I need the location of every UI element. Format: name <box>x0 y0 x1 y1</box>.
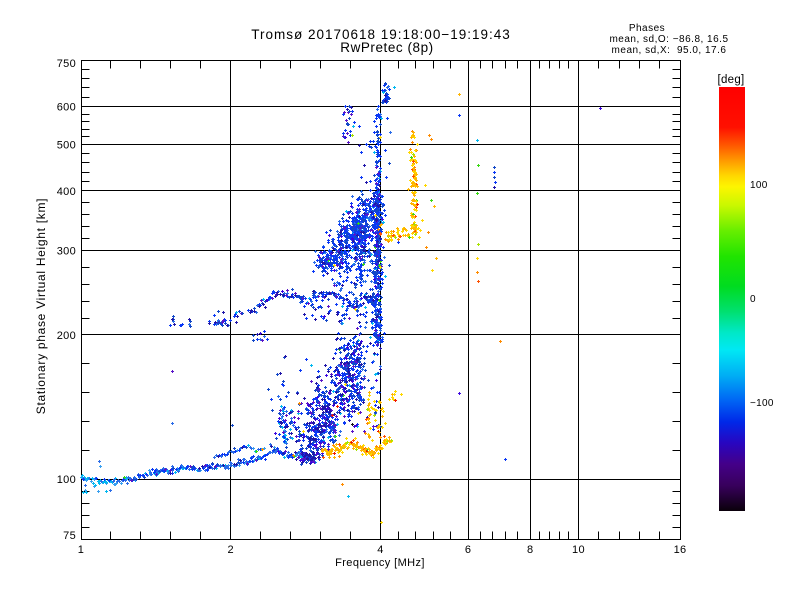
svg-text:100: 100 <box>57 474 76 486</box>
svg-text:RwPretec (8p): RwPretec (8p) <box>340 40 433 55</box>
svg-text:200: 200 <box>57 330 76 342</box>
svg-text:4: 4 <box>377 544 383 556</box>
svg-text:mean, sd,O: −86.8, 16.5: mean, sd,O: −86.8, 16.5 <box>609 34 728 45</box>
svg-text:1: 1 <box>78 544 84 556</box>
svg-text:500: 500 <box>57 139 76 151</box>
svg-text:300: 300 <box>57 246 76 258</box>
svg-text:−100: −100 <box>750 398 774 409</box>
svg-text:750: 750 <box>57 58 76 70</box>
svg-text:10: 10 <box>572 544 585 556</box>
svg-text:2: 2 <box>228 544 234 556</box>
svg-text:Frequency [MHz]: Frequency [MHz] <box>335 557 425 569</box>
svg-text:16: 16 <box>674 544 687 556</box>
svg-text:Phases: Phases <box>629 23 665 34</box>
svg-text:100: 100 <box>750 180 768 191</box>
svg-text:[deg]: [deg] <box>717 74 744 86</box>
svg-text:0: 0 <box>750 294 756 305</box>
svg-text:Tromsø 20170618 19:18:00−19:19: Tromsø 20170618 19:18:00−19:19:43 <box>251 27 511 42</box>
svg-text:6: 6 <box>465 544 471 556</box>
svg-text:600: 600 <box>57 101 76 113</box>
svg-text:75: 75 <box>63 530 76 542</box>
svg-text:400: 400 <box>57 186 76 198</box>
svg-text:mean, sd,X: 95.0, 17.6: mean, sd,X: 95.0, 17.6 <box>612 45 727 56</box>
svg-text:Stationary phase Virtual Heigh: Stationary phase Virtual Height [km] <box>34 198 48 414</box>
svg-text:8: 8 <box>527 544 533 556</box>
